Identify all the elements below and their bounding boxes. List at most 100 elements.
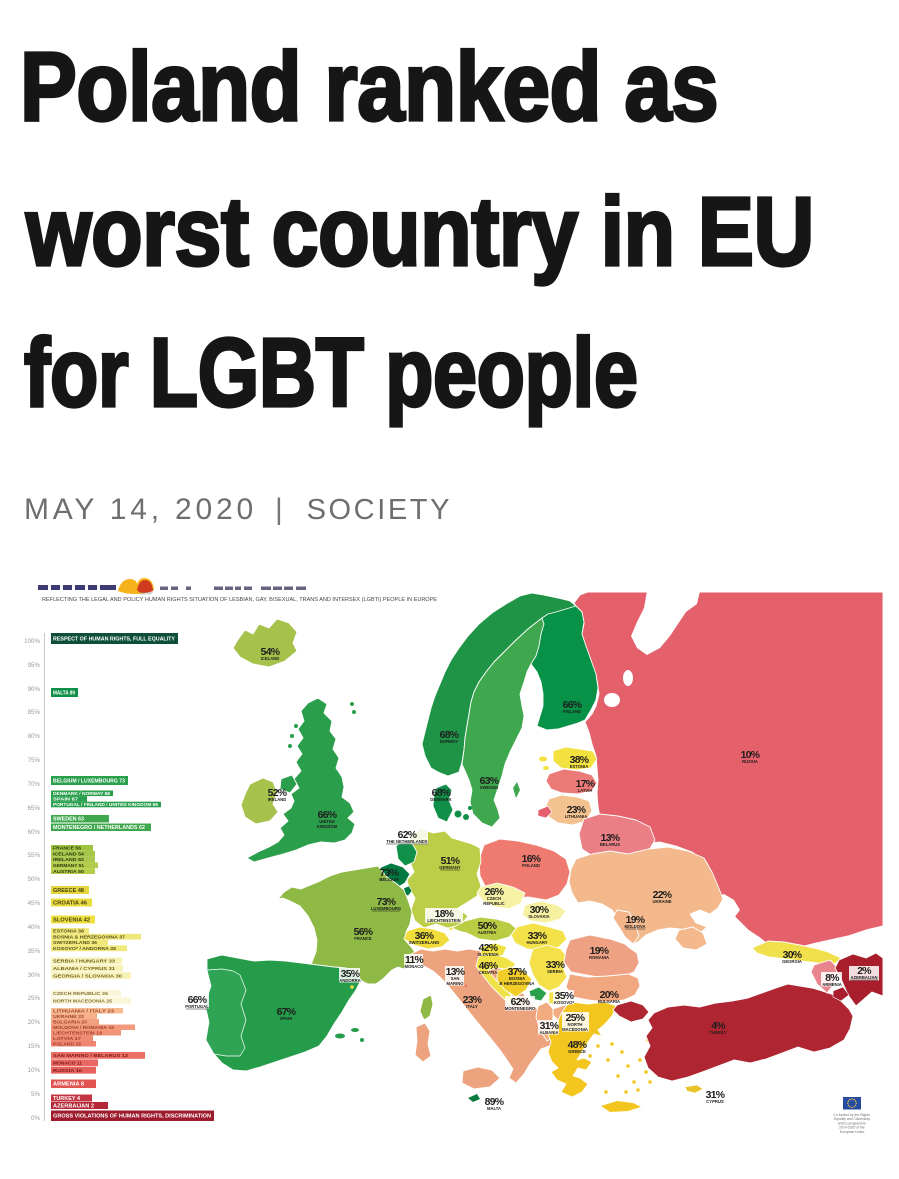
svg-text:MONACO 11: MONACO 11: [53, 1061, 82, 1067]
svg-text:KOSOVO*: KOSOVO*: [554, 1000, 574, 1005]
svg-text:MOLDOVA / ROMANIA 19: MOLDOVA / ROMANIA 19: [53, 1025, 115, 1030]
svg-text:LITHUANIA / ITALY 23: LITHUANIA / ITALY 23: [53, 1008, 115, 1013]
svg-text:AUSTRIA 50: AUSTRIA 50: [53, 869, 85, 874]
svg-text:20%: 20%: [28, 1019, 41, 1026]
svg-text:SWITZERLAND: SWITZERLAND: [409, 940, 439, 945]
svg-text:18%: 18%: [435, 909, 454, 920]
svg-text:UKRAINE: UKRAINE: [652, 899, 671, 904]
svg-text:50%: 50%: [28, 876, 41, 883]
svg-text:67%: 67%: [277, 1007, 296, 1018]
svg-text:LATVIA 17: LATVIA 17: [53, 1036, 82, 1041]
svg-text:CROATIA 46: CROATIA 46: [53, 900, 87, 906]
svg-text:NORWAY: NORWAY: [440, 739, 459, 744]
svg-text:36%: 36%: [415, 931, 434, 942]
svg-text:BULGARIA: BULGARIA: [598, 999, 620, 1004]
svg-text:11%: 11%: [405, 955, 424, 966]
svg-text:19%: 19%: [590, 946, 609, 957]
svg-text:AZERBAIJAN: AZERBAIJAN: [851, 975, 878, 980]
svg-text:60%: 60%: [28, 829, 41, 836]
svg-text:DENMARK: DENMARK: [430, 797, 451, 802]
svg-text:54%: 54%: [261, 647, 280, 658]
svg-text:TURKEY 4: TURKEY 4: [53, 1096, 80, 1102]
svg-text:40%: 40%: [28, 924, 41, 931]
svg-text:SLOVENIA: SLOVENIA: [477, 952, 498, 957]
svg-text:MACEDONIA: MACEDONIA: [562, 1027, 588, 1032]
svg-text:33%: 33%: [546, 960, 565, 971]
svg-text:89%: 89%: [485, 1097, 504, 1108]
svg-text:30%: 30%: [783, 950, 802, 961]
svg-text:SWITZERLAND 36: SWITZERLAND 36: [53, 940, 97, 945]
svg-text:POLAND 16: POLAND 16: [53, 1041, 82, 1046]
svg-text:90%: 90%: [28, 686, 41, 693]
svg-text:SWEDEN: SWEDEN: [480, 785, 498, 790]
svg-text:MONACO: MONACO: [404, 964, 424, 969]
svg-text:UKRAINE 22: UKRAINE 22: [53, 1014, 85, 1019]
svg-text:10%: 10%: [28, 1067, 41, 1074]
svg-text:35%: 35%: [28, 948, 41, 955]
svg-text:PORTUGAL / FINLAND / UNITED KI: PORTUGAL / FINLAND / UNITED KINGDOM 66: [53, 802, 158, 807]
svg-text:ROMANIA: ROMANIA: [589, 955, 609, 960]
svg-text:HUNGARY: HUNGARY: [526, 940, 547, 945]
svg-text:GROUP: GROUP: [140, 592, 153, 596]
svg-text:25%: 25%: [566, 1013, 585, 1024]
svg-text:LIECHTENSTEIN 18: LIECHTENSTEIN 18: [53, 1030, 103, 1035]
svg-text:KINGDOM: KINGDOM: [317, 824, 338, 829]
svg-text:23%: 23%: [463, 995, 482, 1006]
svg-text:BOSNIA & HERZEGOVINA 37: BOSNIA & HERZEGOVINA 37: [53, 934, 125, 939]
svg-text:85%: 85%: [28, 709, 41, 716]
svg-text:SPAIN: SPAIN: [280, 1016, 293, 1021]
svg-text:45%: 45%: [28, 900, 41, 907]
svg-text:50%: 50%: [478, 921, 497, 932]
svg-text:GERMANY: GERMANY: [439, 865, 461, 870]
svg-text:31%: 31%: [540, 1021, 559, 1032]
svg-text:31%: 31%: [706, 1090, 725, 1101]
svg-text:25%: 25%: [28, 995, 41, 1002]
svg-text:26%: 26%: [485, 887, 504, 898]
svg-text:SAN MARINO / BELARUS 13: SAN MARINO / BELARUS 13: [53, 1053, 128, 1059]
svg-text:ICELAND: ICELAND: [261, 656, 280, 661]
svg-text:Co-funded by the Rights,: Co-funded by the Rights,: [833, 1113, 871, 1117]
svg-text:13%: 13%: [601, 833, 620, 844]
svg-text:0%: 0%: [31, 1115, 40, 1122]
svg-text:GROSS VIOLATIONS OF HUMAN RIGH: GROSS VIOLATIONS OF HUMAN RIGHTS, DISCRI…: [53, 1114, 211, 1120]
svg-text:13%: 13%: [446, 967, 465, 978]
svg-text:POLAND: POLAND: [522, 863, 540, 868]
svg-text:55%: 55%: [28, 852, 41, 859]
svg-text:95%: 95%: [28, 662, 41, 669]
svg-text:66%: 66%: [188, 995, 207, 1006]
svg-text:23%: 23%: [567, 805, 586, 816]
svg-text:56%: 56%: [354, 927, 373, 938]
svg-text:70%: 70%: [28, 781, 41, 788]
svg-text:RESPECT OF HUMAN RIGHTS, FULL: RESPECT OF HUMAN RIGHTS, FULL EQUALITY: [53, 636, 176, 642]
svg-text:30%: 30%: [530, 905, 549, 916]
svg-text:LUXEMBOURG: LUXEMBOURG: [371, 906, 401, 911]
svg-text:NORTH MACEDONIA 25: NORTH MACEDONIA 25: [53, 998, 112, 1004]
svg-text:(REC) programme: (REC) programme: [838, 1121, 866, 1125]
svg-text:5%: 5%: [31, 1091, 40, 1098]
svg-text:19%: 19%: [626, 915, 645, 926]
svg-text:ESTONIA: ESTONIA: [570, 764, 589, 769]
svg-text:REPUBLIC: REPUBLIC: [483, 901, 504, 906]
svg-text:2014-2020 of the: 2014-2020 of the: [839, 1126, 865, 1130]
svg-text:SWEDEN 63: SWEDEN 63: [53, 817, 84, 823]
svg-text:IRELAND 52: IRELAND 52: [53, 857, 85, 862]
svg-text:GEORGIA: GEORGIA: [782, 959, 802, 964]
svg-text:SAN: SAN: [451, 976, 460, 981]
svg-text:IRELAND: IRELAND: [268, 797, 287, 802]
svg-text:Equality and Citizenship: Equality and Citizenship: [834, 1117, 870, 1121]
svg-text:CZECH: CZECH: [487, 896, 501, 901]
svg-text:ESTONIA 38: ESTONIA 38: [53, 929, 85, 934]
svg-text:TURKEY: TURKEY: [709, 1030, 726, 1035]
svg-text:KOSOVO* / ANDORRA 35: KOSOVO* / ANDORRA 35: [53, 946, 116, 951]
svg-text:65%: 65%: [28, 805, 41, 812]
svg-text:MALTA 89: MALTA 89: [53, 690, 75, 696]
svg-text:51%: 51%: [441, 856, 460, 867]
svg-text:15%: 15%: [28, 1043, 41, 1050]
svg-text:SPAIN 67: SPAIN 67: [53, 797, 79, 802]
svg-text:PORTUGAL: PORTUGAL: [185, 1004, 209, 1009]
svg-text:CROATIA: CROATIA: [479, 970, 498, 975]
svg-text:68%: 68%: [432, 788, 451, 799]
svg-text:37%: 37%: [508, 967, 527, 978]
svg-text:66%: 66%: [563, 700, 582, 711]
svg-text:BELGIUM: BELGIUM: [379, 877, 399, 882]
